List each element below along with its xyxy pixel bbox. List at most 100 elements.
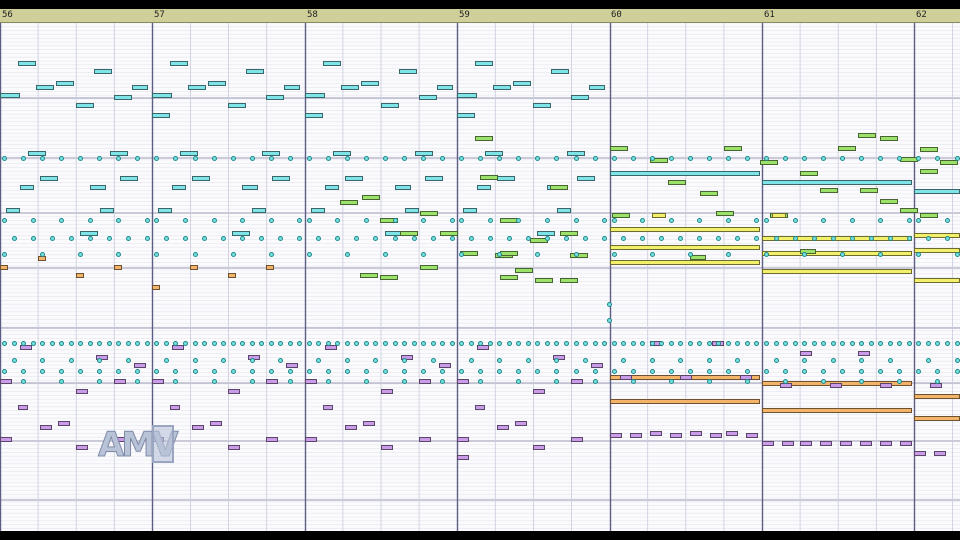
drum-hit[interactable] [631, 341, 636, 346]
drum-hit[interactable] [783, 341, 788, 346]
drum-hit[interactable] [431, 236, 436, 241]
note[interactable] [920, 213, 938, 218]
drum-hit[interactable] [364, 341, 369, 346]
drum-hit[interactable] [564, 341, 569, 346]
note[interactable] [20, 345, 32, 350]
drum-hit[interactable] [726, 341, 731, 346]
note[interactable] [232, 231, 251, 236]
drum-hit[interactable] [183, 236, 188, 241]
note[interactable] [404, 208, 419, 213]
note[interactable] [414, 151, 433, 156]
note[interactable] [228, 273, 236, 278]
drum-hit[interactable] [859, 341, 864, 346]
drum-hit[interactable] [621, 358, 626, 363]
drum-hit[interactable] [393, 218, 398, 223]
note[interactable] [76, 273, 84, 278]
bar-number[interactable]: 62 [916, 10, 927, 20]
drum-hit[interactable] [173, 379, 178, 384]
drum-hit[interactable] [640, 218, 645, 223]
drum-hit[interactable] [116, 218, 121, 223]
bar-number[interactable]: 59 [459, 10, 470, 20]
drum-hit[interactable] [478, 341, 483, 346]
drum-hit[interactable] [602, 341, 607, 346]
drum-hit[interactable] [945, 218, 950, 223]
drum-hit[interactable] [97, 156, 102, 161]
drum-hit[interactable] [183, 341, 188, 346]
drum-hit[interactable] [574, 369, 579, 374]
drum-hit[interactable] [383, 156, 388, 161]
drum-hit[interactable] [926, 358, 931, 363]
drum-hit[interactable] [669, 379, 674, 384]
drum-hit[interactable] [574, 218, 579, 223]
drum-hit[interactable] [659, 236, 664, 241]
drum-hit[interactable] [126, 236, 131, 241]
drum-hit[interactable] [21, 379, 26, 384]
drum-hit[interactable] [955, 252, 960, 257]
note[interactable] [305, 113, 323, 118]
drum-hit[interactable] [383, 369, 388, 374]
drum-hit[interactable] [59, 156, 64, 161]
drum-hit[interactable] [345, 252, 350, 257]
note[interactable] [394, 185, 411, 190]
drum-hit[interactable] [764, 156, 769, 161]
drum-hit[interactable] [640, 236, 645, 241]
drum-hit[interactable] [107, 341, 112, 346]
drum-hit[interactable] [612, 369, 617, 374]
note[interactable] [424, 176, 443, 181]
drum-hit[interactable] [774, 341, 779, 346]
drum-hit[interactable] [250, 341, 255, 346]
drum-hit[interactable] [535, 252, 540, 257]
drum-hit[interactable] [402, 358, 407, 363]
drum-hit[interactable] [802, 252, 807, 257]
note[interactable] [304, 93, 325, 98]
drum-hit[interactable] [878, 252, 883, 257]
drum-hit[interactable] [393, 236, 398, 241]
note[interactable] [40, 176, 58, 181]
note[interactable] [114, 379, 126, 384]
note[interactable] [324, 185, 339, 190]
drum-hit[interactable] [602, 218, 607, 223]
drum-hit[interactable] [564, 236, 569, 241]
drum-hit[interactable] [812, 236, 817, 241]
drum-hit[interactable] [688, 369, 693, 374]
note[interactable] [726, 431, 738, 436]
note[interactable] [475, 61, 494, 66]
drum-hit[interactable] [154, 218, 159, 223]
note[interactable] [252, 208, 267, 213]
drum-hit[interactable] [345, 369, 350, 374]
drum-hit[interactable] [526, 358, 531, 363]
drum-hit[interactable] [916, 156, 921, 161]
drum-hit[interactable] [688, 341, 693, 346]
drum-hit[interactable] [783, 379, 788, 384]
note[interactable] [418, 437, 431, 442]
drum-hit[interactable] [907, 341, 912, 346]
drum-hit[interactable] [802, 156, 807, 161]
drum-hit[interactable] [59, 341, 64, 346]
drum-hit[interactable] [288, 341, 293, 346]
note[interactable] [760, 160, 778, 165]
note[interactable] [914, 233, 960, 238]
note[interactable] [152, 113, 170, 118]
drum-hit[interactable] [707, 358, 712, 363]
note[interactable] [286, 363, 299, 368]
drum-hit[interactable] [97, 379, 102, 384]
note[interactable] [560, 278, 578, 283]
drum-hit[interactable] [88, 236, 93, 241]
drum-hit[interactable] [173, 341, 178, 346]
drum-hit[interactable] [221, 341, 226, 346]
bar-number[interactable]: 58 [307, 10, 318, 20]
drum-hit[interactable] [12, 341, 17, 346]
drum-hit[interactable] [231, 156, 236, 161]
note[interactable] [914, 394, 960, 399]
note[interactable] [324, 345, 337, 350]
note[interactable] [612, 213, 630, 218]
note[interactable] [0, 379, 12, 384]
drum-hit[interactable] [735, 358, 740, 363]
drum-hit[interactable] [402, 369, 407, 374]
drum-hit[interactable] [116, 369, 121, 374]
note[interactable] [591, 363, 604, 368]
drum-hit[interactable] [50, 236, 55, 241]
drum-hit[interactable] [607, 302, 612, 307]
note[interactable] [0, 265, 8, 270]
drum-hit[interactable] [516, 218, 521, 223]
